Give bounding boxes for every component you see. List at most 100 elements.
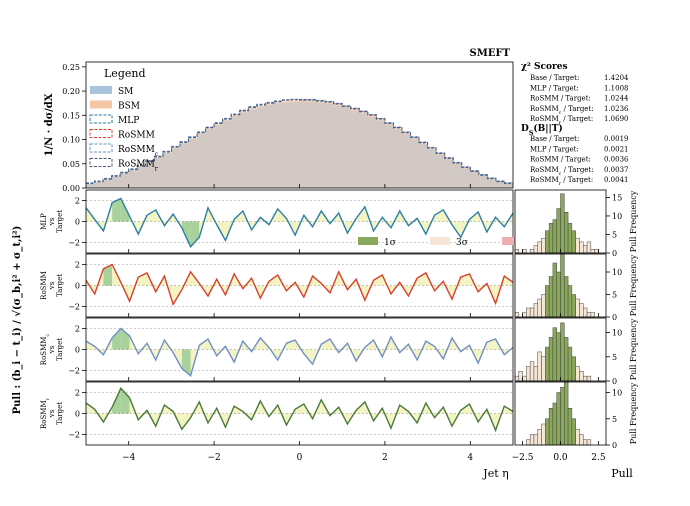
sm-bar xyxy=(470,172,480,188)
legend-swatch xyxy=(89,129,113,138)
pull-panel-1: −2 0 2 RoSMMvsTarget xyxy=(40,253,514,318)
sigma-swatch xyxy=(430,237,450,245)
hist-bar xyxy=(548,408,554,446)
sm-bar xyxy=(367,116,377,188)
hist-bar xyxy=(548,223,554,254)
bsm-bar xyxy=(205,128,215,188)
chi2-row-label: Base / Target: xyxy=(530,74,579,82)
chart-title: SMEFT xyxy=(470,48,511,59)
legend-swatch xyxy=(90,100,112,109)
sm-bar xyxy=(179,143,189,188)
sm-bar xyxy=(145,162,155,188)
pull-fill xyxy=(417,272,426,286)
pull-panels: −2 0 2 MLPvsTarget −2 0 2 RoSMMvsTarget −2 0 2 RoSM… xyxy=(40,189,540,463)
hist-bar xyxy=(556,208,561,254)
sm-bar xyxy=(342,108,351,188)
hist-y-label: Pull Frequency xyxy=(629,190,638,252)
hist-bar xyxy=(556,332,561,382)
pull-row-label: RoSMMcvsTarget xyxy=(40,334,64,366)
sm-bar xyxy=(461,168,471,188)
bsm-bar xyxy=(188,138,198,188)
x-tick-label: 4 xyxy=(467,453,473,463)
pull-fill xyxy=(103,264,113,286)
sm-bar xyxy=(478,176,488,188)
hist-bar xyxy=(533,434,538,446)
pull-y-tick-label: 2 xyxy=(75,261,80,270)
pull-line xyxy=(85,387,514,433)
legend-swatch xyxy=(89,114,113,124)
hist-bar xyxy=(583,439,588,446)
x-axis-label: Jet η xyxy=(482,467,508,480)
hist-bar xyxy=(552,402,557,446)
hist-bar xyxy=(575,298,580,318)
bsm-bar xyxy=(145,161,155,188)
pull-y-tick-label: −2 xyxy=(68,431,80,440)
ds-row-label: RoSMMr / Target: xyxy=(530,176,593,187)
pull-fill xyxy=(94,268,104,294)
legend-label: SM xyxy=(118,87,133,97)
hist-bar xyxy=(537,241,542,254)
hist-bar xyxy=(560,387,565,446)
sm-bar xyxy=(239,112,249,188)
legend-swatch xyxy=(90,86,112,94)
pull-fill xyxy=(295,404,304,414)
bsm-bar xyxy=(487,179,497,188)
pull-y-tick-label: 0 xyxy=(75,346,80,355)
bsm-bar xyxy=(478,175,488,188)
pull-fill xyxy=(181,349,191,376)
chi2-row-value: 1.0690 xyxy=(604,115,629,123)
hist-bar xyxy=(571,418,576,446)
bsm-bar xyxy=(86,184,95,188)
bsm-bar xyxy=(453,163,462,188)
hist-bar xyxy=(514,312,520,318)
pull-fill xyxy=(120,388,130,414)
hist-bar xyxy=(583,245,588,254)
pull-line xyxy=(85,197,514,248)
bsm-bar xyxy=(384,124,394,188)
sm-bar xyxy=(376,120,386,188)
hist-bar xyxy=(567,408,573,446)
legend-label: BSM xyxy=(118,102,140,112)
hist-y-tick-label: 0 xyxy=(612,441,617,450)
pull-row-label: RoSMMrvsTarget xyxy=(40,397,64,429)
pull-fill xyxy=(242,211,252,230)
bsm-bar xyxy=(410,138,420,188)
pull-fill xyxy=(164,276,174,305)
bsm-bar xyxy=(427,148,437,188)
hist-bar xyxy=(583,307,588,318)
sm-bar xyxy=(487,179,497,188)
hist-bar xyxy=(571,356,576,382)
hist-panel-2: 0 5 10 Pull Frequency xyxy=(514,317,638,386)
bsm-bar xyxy=(154,157,164,188)
sm-bar xyxy=(290,102,300,188)
sm-bar xyxy=(436,154,445,188)
hist-y-tick-label: 5 xyxy=(612,291,617,300)
sm-bar xyxy=(231,116,240,188)
pull-line xyxy=(85,327,514,377)
pull-fill xyxy=(286,340,296,350)
hist-bar xyxy=(541,423,546,446)
sm-bar xyxy=(214,124,223,188)
bsm-bar xyxy=(94,182,104,188)
hist-y-tick-label: 0 xyxy=(612,249,617,258)
ds-row-label: MLP / Target: xyxy=(530,145,579,153)
hist-bar xyxy=(586,375,592,382)
bsm-bar xyxy=(273,102,283,188)
bsm-bar xyxy=(444,158,454,188)
hist-bar xyxy=(529,307,535,318)
hist-y-tick-label: 10 xyxy=(612,212,622,221)
ds-title: DS(B||T) xyxy=(521,123,563,137)
sigma-swatch xyxy=(358,237,378,245)
sm-bar xyxy=(384,124,394,188)
pull-fill xyxy=(138,272,147,286)
pull-y-tick-label: −2 xyxy=(68,239,80,248)
bsm-bar xyxy=(171,147,181,188)
sm-bar xyxy=(359,113,369,188)
bsm-bar xyxy=(214,124,223,188)
sm-bar xyxy=(444,159,454,188)
sm-bar xyxy=(427,149,437,188)
hist-bar xyxy=(537,429,542,446)
main-y-axis-label: 1/N · dσ/dX xyxy=(44,93,55,156)
hist-panel-0: 0 5 10 15 Pull Frequency xyxy=(514,189,638,258)
hist-bar xyxy=(552,219,557,254)
